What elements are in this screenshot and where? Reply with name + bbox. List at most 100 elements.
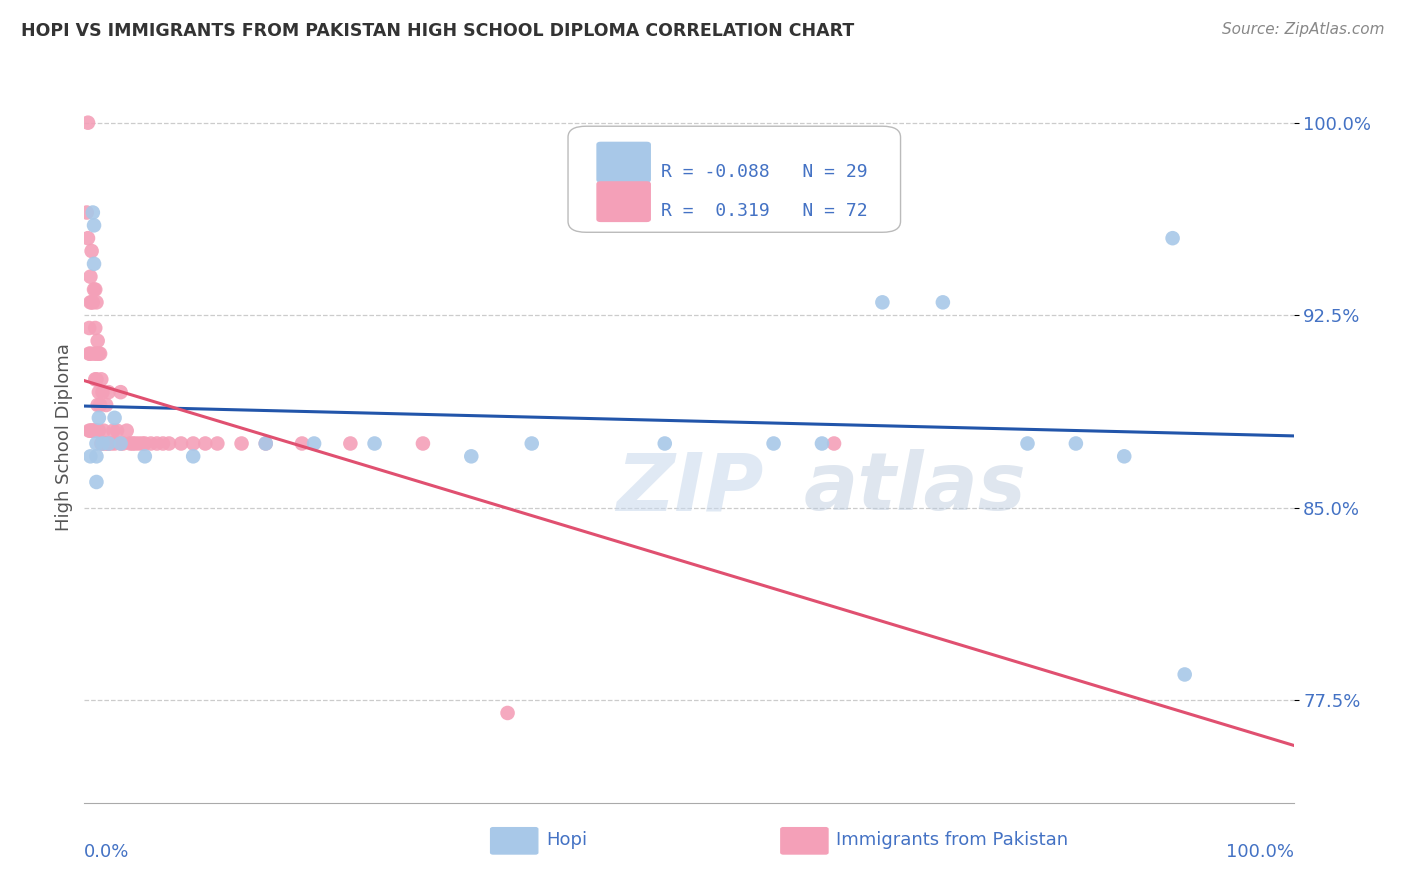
Point [93,424,115,438]
FancyBboxPatch shape [568,126,901,232]
Point [84,321,107,335]
Point [89,398,111,412]
Point [86,475,108,489]
Point [339,436,361,450]
Text: HOPI VS IMMIGRANTS FROM PAKISTAN HIGH SCHOOL DIPLOMA CORRELATION CHART: HOPI VS IMMIGRANTS FROM PAKISTAN HIGH SC… [21,22,855,40]
Point [363,436,385,450]
Point [134,450,156,464]
Point [84,283,107,297]
Text: ZIP: ZIP [616,450,763,527]
Point [77,321,100,335]
Point [77,231,100,245]
Point [207,436,229,450]
Point [87,424,110,438]
Point [302,436,325,450]
Text: 0.0%: 0.0% [84,843,129,861]
Point [157,436,180,450]
Point [80,244,103,258]
Point [83,257,105,271]
Point [97,436,120,450]
Point [97,436,120,450]
Text: R = -0.088   N = 29: R = -0.088 N = 29 [661,163,868,181]
Point [254,436,277,450]
Text: Source: ZipAtlas.com: Source: ZipAtlas.com [1222,22,1385,37]
Point [77,346,100,360]
Point [94,436,117,450]
Point [1174,667,1197,681]
Text: R =  0.319   N = 72: R = 0.319 N = 72 [661,202,868,220]
Text: Immigrants from Pakistan: Immigrants from Pakistan [837,831,1069,849]
Point [932,295,955,310]
Point [103,424,125,438]
Point [86,450,108,464]
Point [520,436,543,450]
Point [87,410,110,425]
Point [77,116,100,130]
Point [121,436,143,450]
Point [86,372,108,386]
Point [1017,436,1039,450]
Point [139,436,162,450]
Text: atlas: atlas [804,450,1026,527]
Point [181,436,204,450]
FancyBboxPatch shape [598,182,650,221]
Point [79,295,101,310]
Point [86,436,108,450]
Point [83,346,105,360]
Point [1114,450,1136,464]
FancyBboxPatch shape [491,828,538,854]
Point [91,385,114,400]
Point [110,436,132,450]
Point [105,424,128,438]
Point [94,398,117,412]
Point [91,436,114,450]
Point [97,385,120,400]
Text: Hopi: Hopi [547,831,588,849]
Point [87,346,110,360]
Point [86,334,108,348]
Point [100,436,122,450]
Point [1064,436,1087,450]
Point [83,283,105,297]
Point [79,269,101,284]
FancyBboxPatch shape [780,828,828,854]
Point [104,436,127,450]
Point [131,436,153,450]
Point [654,436,676,450]
Point [146,436,169,450]
Point [460,450,482,464]
Point [1161,231,1184,245]
Point [110,385,132,400]
Point [128,436,150,450]
Point [80,295,103,310]
Point [181,450,204,464]
Point [84,424,107,438]
Point [291,436,314,450]
Point [79,346,101,360]
Point [115,424,138,438]
Point [90,436,112,450]
Point [77,424,100,438]
Point [811,436,834,450]
Text: 100.0%: 100.0% [1226,843,1294,861]
Point [84,372,107,386]
Point [89,346,111,360]
Point [762,436,785,450]
Point [87,385,110,400]
Point [170,436,193,450]
Point [76,205,98,219]
FancyBboxPatch shape [598,143,650,182]
Point [83,424,105,438]
Point [124,436,146,450]
Point [86,398,108,412]
Point [194,436,217,450]
Point [80,424,103,438]
Point [82,205,104,219]
Point [96,436,118,450]
Point [79,450,101,464]
Point [872,295,894,310]
Point [254,436,277,450]
Point [82,424,104,438]
Point [412,436,434,450]
Point [90,372,112,386]
